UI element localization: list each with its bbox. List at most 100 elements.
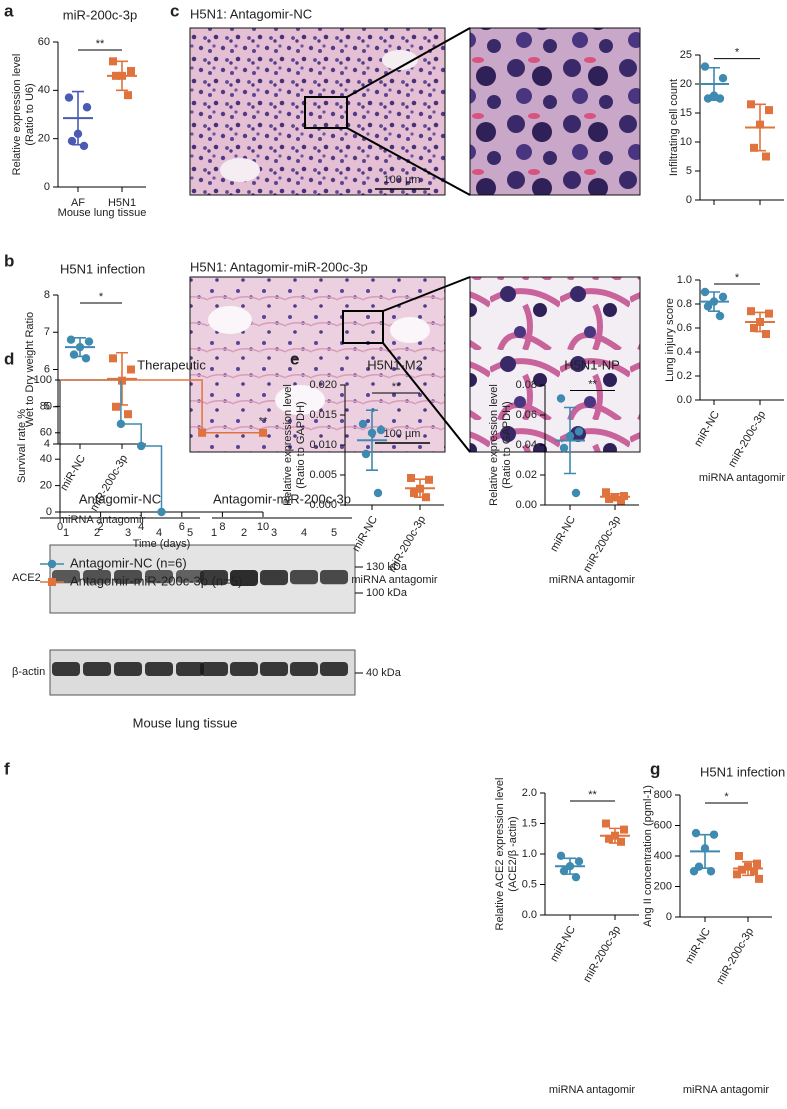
band [230, 570, 258, 586]
alveolus [390, 317, 430, 343]
panel-letter: f [4, 759, 10, 778]
y-axis-label: (Ratio to GAPDH) [501, 401, 513, 488]
data-point [373, 488, 383, 498]
data-point [124, 91, 132, 100]
data-point [617, 837, 625, 846]
band [260, 662, 288, 676]
y-tick-label: 0 [44, 181, 50, 193]
band [290, 662, 318, 676]
y-tick-label: 4 [44, 438, 50, 450]
chart-title: H5N1 infection [700, 764, 785, 779]
data-point [718, 74, 728, 83]
marker-label: 130 kDa [366, 561, 408, 573]
data-point [82, 103, 92, 112]
data-point [750, 143, 758, 152]
y-tick-label: 60 [38, 36, 50, 48]
legend-marker [47, 559, 57, 569]
data-point [700, 287, 710, 297]
micrograph [189, 276, 446, 453]
data-point [410, 489, 418, 497]
scale-label: 100 µm [384, 428, 421, 440]
error-bar [564, 406, 576, 475]
y-tick-label: 0.015 [309, 409, 337, 421]
x-axis-label: Mouse lung tissue [58, 207, 147, 219]
legend-label: Antagomir-miR-200c-3p (n=5) [70, 573, 242, 588]
y-tick-label: 2.0 [522, 787, 537, 799]
data-point [703, 302, 713, 311]
legend-label: Antagomir-NC (n=6) [70, 555, 187, 570]
y-tick-label: 7 [44, 326, 50, 338]
data-point [689, 867, 699, 876]
lane-label: 5 [331, 527, 337, 539]
data-point [747, 307, 755, 316]
data-point [358, 419, 368, 429]
data-point [66, 335, 76, 344]
data-point [69, 350, 79, 359]
data-point [127, 365, 135, 374]
data-point [602, 819, 610, 828]
panel-letter: c [170, 1, 179, 20]
band [320, 662, 348, 676]
band [145, 662, 173, 676]
y-axis-label: Relative expression level [11, 54, 23, 176]
y-tick-label: 0.0 [677, 394, 692, 406]
data-point [198, 428, 207, 437]
y-tick-label: 400 [654, 850, 672, 862]
data-point [64, 93, 74, 102]
data-point [137, 441, 146, 451]
x-tick-label: miR-200c-3p [581, 924, 623, 985]
y-tick-label: 0.4 [677, 346, 692, 358]
data-point [84, 337, 94, 346]
alveolus [382, 50, 418, 70]
data-point [750, 867, 758, 876]
x-tick-label: 6 [179, 521, 185, 533]
y-axis-label: Wet to Dry weight Ratio [24, 312, 36, 427]
significance-label: * [735, 47, 740, 59]
lane-label: 4 [156, 527, 162, 539]
y-tick-label: 0.8 [677, 298, 692, 310]
y-tick-label: 20 [38, 133, 50, 145]
y-tick-label: 5 [686, 165, 692, 177]
zoom-connector [382, 276, 471, 312]
data-point [703, 94, 713, 103]
data-point [79, 141, 89, 151]
error-bar [754, 103, 766, 152]
x-axis-label: Time (days) [133, 538, 191, 550]
data-point [765, 106, 773, 115]
step-line [141, 445, 163, 512]
x-tick-label: miR-200c-3p [581, 514, 623, 575]
data-point [571, 872, 581, 882]
error-bar [708, 291, 720, 312]
band [145, 570, 173, 584]
y-tick-label: 10 [680, 136, 692, 148]
y-tick-label: 0.2 [677, 370, 692, 382]
band [52, 662, 80, 676]
zoom-connector [346, 27, 471, 98]
data-point [715, 94, 725, 103]
lane-label: 3 [125, 527, 131, 539]
error-bar [564, 857, 576, 875]
x-tick-label: miR-NC [692, 409, 722, 449]
y-tick-label: 20 [680, 78, 692, 90]
y-tick-label: 0.02 [516, 469, 537, 481]
error-bar [414, 478, 426, 498]
error-bar [366, 409, 378, 471]
y-tick-label: 0.005 [309, 469, 337, 481]
y-tick-label: 0 [666, 911, 672, 923]
row-label: β-actin [12, 666, 45, 678]
data-point [738, 865, 746, 874]
data-point [750, 324, 758, 332]
band [114, 662, 142, 676]
zoom-connector [382, 342, 471, 453]
data-point [376, 425, 386, 435]
error-bar [116, 60, 128, 92]
marker-label: 100 kDa [366, 587, 408, 599]
y-tick-label: 800 [654, 789, 672, 801]
group-label: Antagomir-NC [79, 491, 161, 506]
scale-label: 100 µm [384, 174, 421, 186]
data-point [620, 825, 628, 834]
y-tick-label: 0.5 [522, 878, 537, 890]
data-point [361, 449, 371, 459]
data-point [127, 67, 135, 75]
x-tick-label: miR-200c-3p [714, 926, 756, 987]
